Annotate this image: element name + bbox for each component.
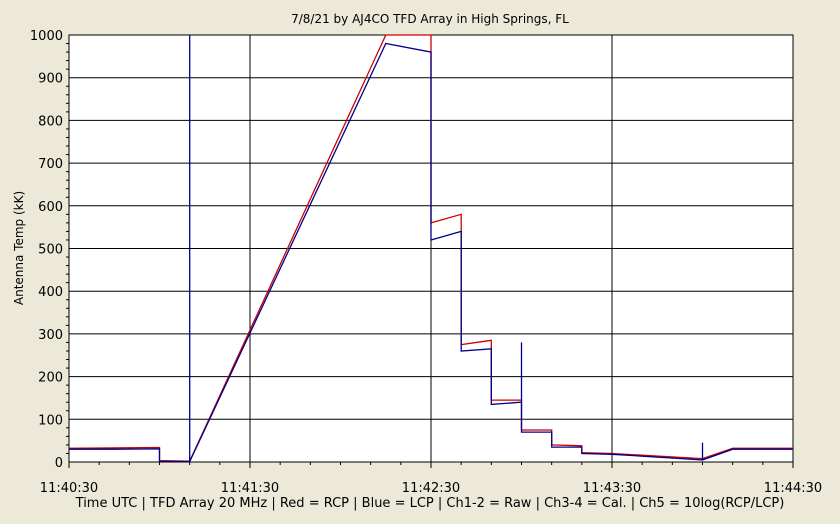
y-tick-label: 1000 (30, 29, 63, 44)
y-tick-label: 100 (38, 413, 63, 428)
x-tick-label: 11:43:30 (583, 481, 641, 496)
x-tick-label: 11:44:30 (764, 481, 822, 496)
x-tick-label: 11:40:30 (40, 481, 98, 496)
y-tick-label: 800 (38, 114, 63, 129)
y-tick-label: 500 (38, 243, 63, 258)
y-tick-label: 200 (38, 371, 63, 386)
axis-layer: 0 100 200 300 400 500 600 700 800 900 1000 11:40:30… (30, 29, 822, 496)
x-tick-label: 11:41:30 (221, 481, 279, 496)
y-tick-label: 900 (38, 72, 63, 87)
series-line-lcp (69, 35, 793, 463)
y-tick-label: 0 (55, 456, 63, 471)
chart-title: 7/8/21 by AJ4CO TFD Array in High Spring… (291, 12, 569, 26)
x-axis-label: Time UTC | TFD Array 20 MHz | Red = RCP … (75, 496, 785, 511)
y-tick-label: 400 (38, 285, 63, 300)
y-tick-label: 700 (38, 157, 63, 172)
y-axis-label: Antenna Temp (kK) (12, 191, 26, 305)
x-tick-label: 11:42:30 (402, 481, 460, 496)
y-tick-label: 300 (38, 328, 63, 343)
series-layer (68, 34, 793, 463)
y-tick-label: 600 (38, 200, 63, 215)
